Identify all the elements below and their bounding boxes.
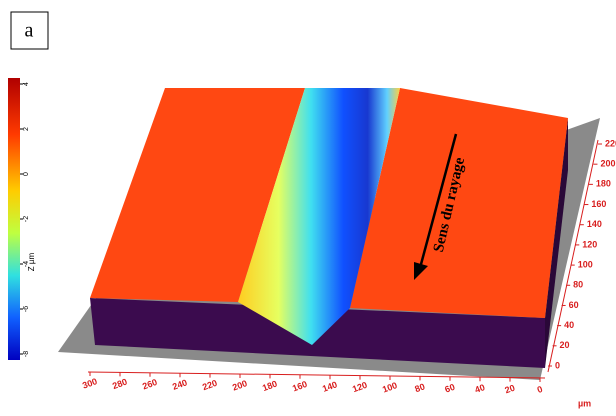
x-tick-label: 300: [81, 376, 99, 391]
x-tick-label: 260: [141, 377, 159, 392]
y-tick-label: 180: [596, 179, 611, 189]
y-tick-label: 40: [564, 320, 574, 330]
x-tick-label: 40: [473, 382, 486, 395]
x-tick-label: 140: [321, 379, 339, 394]
x-unit: µm: [578, 398, 591, 408]
arrow: [418, 133, 458, 269]
x-tick-label: 120: [351, 380, 369, 395]
x-tick-label: 80: [413, 381, 426, 394]
y-tick-label: 100: [578, 259, 593, 269]
colorbar-tick-label: 4: [23, 82, 30, 86]
colorbar-label: Z µm: [27, 252, 36, 271]
colorbar-tick-label: -4: [23, 261, 30, 267]
x-axis-line: [87, 371, 546, 379]
x-tick-label: 240: [171, 377, 189, 392]
panel-box: [10, 11, 49, 50]
scratch-groove: [238, 88, 400, 345]
x-tick-label: 180: [261, 379, 279, 394]
x-tick-label: 220: [201, 378, 219, 393]
x-tick-label: 20: [503, 383, 516, 396]
y-tick-label: 200: [600, 159, 615, 169]
y-tick-label: 120: [582, 239, 597, 249]
y-tick-label: 60: [569, 300, 579, 310]
x-tick-label: 160: [291, 379, 309, 394]
colorbar-tick-label: 2: [23, 127, 30, 131]
y-tick-label: 220: [605, 138, 616, 148]
top-right: [350, 88, 568, 318]
y-tick-label: 20: [560, 340, 570, 350]
y-tick-label: 160: [591, 199, 606, 209]
colorbar-tick-label: -2: [23, 216, 30, 222]
colorbar-tick-label: 0: [23, 172, 30, 176]
panel-label: a: [25, 20, 34, 42]
x-tick-label: 280: [111, 377, 129, 392]
colorbar: [8, 78, 20, 360]
x-tick-label: 0: [536, 384, 544, 395]
colorbar-tick-label: -8: [23, 351, 30, 357]
colorbar-tick-label: -6: [23, 306, 30, 312]
y-tick-label: 80: [573, 280, 583, 290]
y-axis-line: [547, 139, 599, 373]
x-tick-label: 200: [231, 378, 249, 393]
side-face: [545, 118, 568, 368]
top-left: [90, 88, 305, 302]
x-tick-label: 60: [443, 382, 456, 395]
y-tick-label: 140: [587, 219, 602, 229]
arrow-head: [414, 262, 428, 280]
y-tick-label: 0: [555, 360, 560, 370]
x-tick-label: 100: [381, 380, 399, 395]
